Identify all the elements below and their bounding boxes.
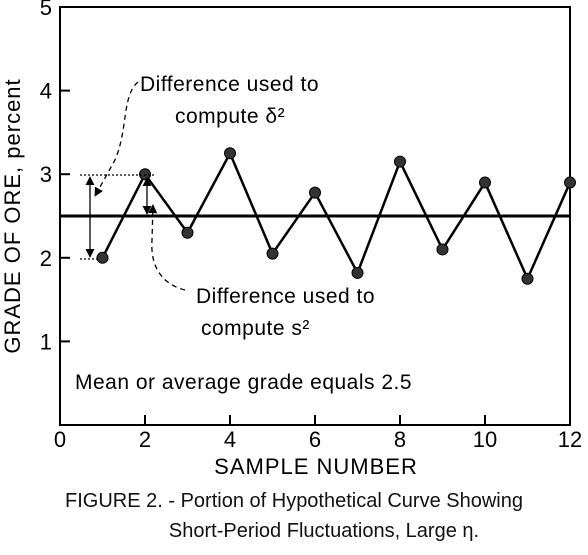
data-point-10 xyxy=(479,176,491,189)
s-leader xyxy=(148,204,186,291)
x-tick-label: 12 xyxy=(558,427,582,452)
x-tick-label: 0 xyxy=(54,427,66,452)
y-tick-label: 3 xyxy=(40,162,52,187)
data-point-6 xyxy=(309,186,321,199)
data-point-3 xyxy=(181,226,194,239)
y-axis-ticks: 1 2 3 4 5 xyxy=(40,0,70,354)
s-difference-marker xyxy=(142,177,186,291)
data-point-9 xyxy=(436,243,449,256)
data-point-2 xyxy=(139,168,151,181)
delta-annotation-line1: Difference used to xyxy=(140,73,319,96)
data-point-1 xyxy=(96,251,109,264)
y-tick-label: 5 xyxy=(40,0,52,20)
x-tick-label: 2 xyxy=(139,427,151,452)
y-tick-label: 2 xyxy=(40,246,52,271)
s-annotation-line1: Difference used to xyxy=(196,285,375,308)
y-tick-label: 4 xyxy=(40,79,52,104)
series-points xyxy=(96,147,576,285)
data-point-12 xyxy=(564,176,576,189)
data-point-8 xyxy=(394,155,406,168)
data-point-7 xyxy=(351,266,364,279)
y-tick-label: 1 xyxy=(40,329,52,354)
x-tick-label: 8 xyxy=(394,427,406,452)
delta-difference-marker xyxy=(80,81,155,260)
delta-leader xyxy=(94,81,139,197)
delta-annotation-line2: compute δ² xyxy=(175,105,285,128)
data-point-5 xyxy=(266,247,279,260)
figure-caption-line2: Short-Period Fluctuations, Large η. xyxy=(168,520,480,542)
figure-caption-line1: FIGURE 2. - Portion of Hypothetical Curv… xyxy=(65,490,523,512)
mean-annotation: Mean or average grade equals 2.5 xyxy=(75,371,412,394)
x-axis-ticks: 0 2 4 6 8 10 12 xyxy=(54,415,582,452)
x-axis-title: SAMPLE NUMBER xyxy=(214,454,418,479)
x-tick-label: 4 xyxy=(224,427,236,452)
x-tick-label: 10 xyxy=(473,427,497,452)
y-axis-title: GRADE OF ORE, percent xyxy=(0,78,25,353)
data-point-11 xyxy=(521,272,534,285)
data-point-4 xyxy=(224,147,236,160)
s-annotation-line2: compute s² xyxy=(201,317,310,340)
x-tick-label: 6 xyxy=(309,427,321,452)
series-line xyxy=(101,150,572,282)
